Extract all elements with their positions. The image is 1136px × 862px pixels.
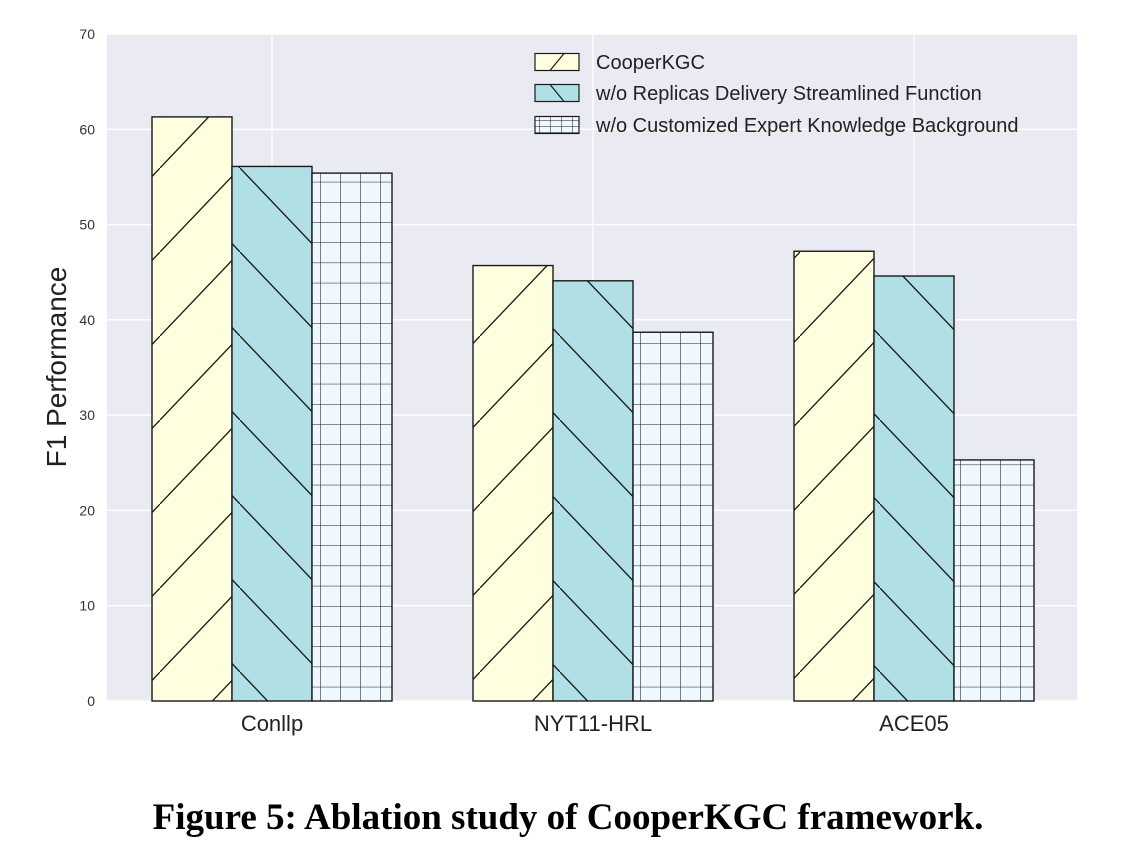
bar: [311, 172, 393, 702]
bar: [632, 331, 714, 702]
y-tick-label: 70: [79, 26, 95, 42]
y-tick-label: 20: [79, 502, 95, 518]
y-tick-label: 60: [79, 121, 95, 137]
y-tick-label: 0: [87, 693, 95, 709]
legend-swatch: [534, 115, 580, 135]
x-tick-label: ACE05: [879, 711, 949, 736]
y-axis-title: F1 Performance: [41, 267, 72, 468]
y-tick-label: 40: [79, 312, 95, 328]
legend-swatch-hatch: [549, 84, 565, 102]
bar: [151, 116, 233, 702]
bar: [552, 280, 634, 702]
legend: CooperKGC w/o Replicas Delivery Streamlin…: [534, 52, 1018, 137]
bar: [953, 459, 1035, 702]
legend-label: CooperKGC: [596, 52, 705, 74]
bar: [472, 264, 554, 702]
x-tick-label: NYT11-HRL: [534, 711, 652, 736]
bars: [151, 116, 1035, 702]
y-tick-label: 30: [79, 407, 95, 423]
y-tick-labels: 0 10 20 30 40 50 60 70: [79, 26, 95, 709]
bar: [873, 275, 955, 702]
x-tick-labels: Conllp NYT11-HRL ACE05: [241, 711, 949, 736]
legend-label: w/o Replicas Delivery Streamlined Functi…: [595, 83, 982, 105]
figure-caption: Figure 5: Ablation study of CooperKGC fr…: [152, 797, 984, 838]
y-tick-label: 50: [79, 217, 95, 233]
bar: [793, 250, 875, 702]
legend-label: w/o Customized Expert Knowledge Backgrou…: [595, 115, 1018, 137]
bar: [231, 165, 313, 702]
bar-chart: 0 10 20 30 40 50 60 70 Conllp NYT11-HRL ACE05 F1 …: [41, 26, 1077, 736]
legend-swatch-hatch: [549, 53, 565, 71]
x-tick-label: Conllp: [241, 711, 303, 736]
y-tick-label: 10: [79, 598, 95, 614]
